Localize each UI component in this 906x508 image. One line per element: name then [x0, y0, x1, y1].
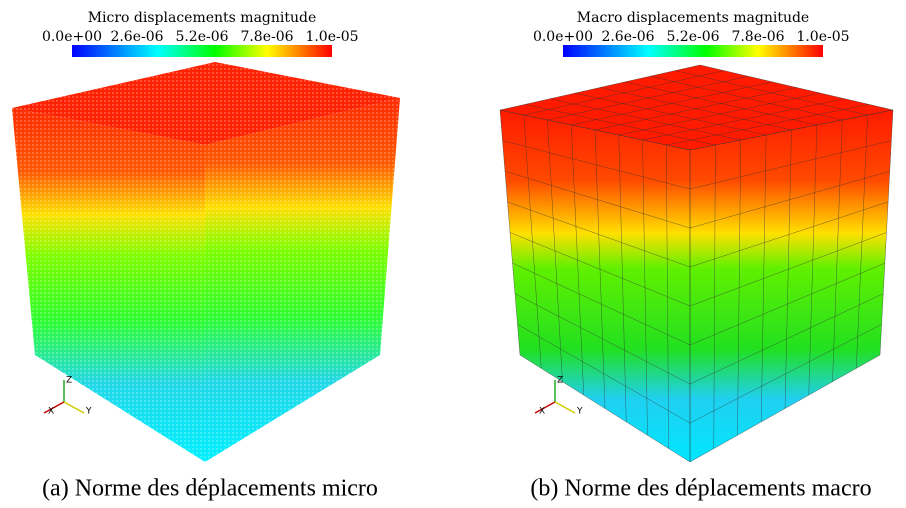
axis-label: Z: [557, 376, 563, 386]
mesh-line: [618, 92, 821, 136]
colorbar-tick-label: 5.2e-06: [175, 29, 228, 45]
caption: (b) Norme des déplacements macro: [530, 476, 871, 502]
colorbar-tick-label: 2.6e-06: [601, 29, 654, 45]
axis-y: [554, 401, 576, 414]
mesh-line: [808, 124, 818, 396]
colorbar: [563, 45, 823, 57]
mesh-line: [879, 109, 894, 356]
mesh-line: [649, 76, 843, 121]
mesh-line: [624, 81, 817, 126]
mesh-line: [642, 98, 845, 141]
axis-x: [534, 401, 556, 414]
mesh-line: [517, 324, 691, 424]
mesh-line: [519, 354, 691, 463]
caption: (a) Norme des déplacements micro: [42, 476, 378, 502]
colorbar-tick-label: 7.8e-06: [731, 29, 784, 45]
mesh-line: [689, 293, 884, 385]
mesh-line: [514, 293, 691, 385]
mesh-line: [512, 262, 691, 346]
mesh-line: [689, 324, 882, 424]
mesh-line: [642, 139, 648, 436]
axis-label: X: [48, 407, 54, 417]
mesh-line: [666, 104, 869, 146]
colorbar-tick-label: 1.0e-05: [305, 29, 358, 45]
panel: Micro displacements magnitude 0.0e+00 2.6e…: [42, 10, 378, 502]
mesh-line: [594, 87, 797, 131]
colorbar-tick-label: 0.0e+00: [42, 29, 102, 45]
axis-label: Y: [85, 407, 92, 417]
mesh-line: [832, 119, 843, 382]
mesh-line: [509, 232, 691, 307]
colorbar-tick-label: 2.6e-06: [110, 29, 163, 45]
panel: Macro displacements magnitude 0.0e+00 2.6e…: [530, 10, 871, 502]
micro-cube: [12, 62, 400, 462]
colorbar-title: Macro displacements magnitude: [577, 10, 809, 26]
top-face: [500, 65, 893, 150]
macro-cube: [499, 64, 894, 463]
colorbar-tick-label: 1.0e-05: [796, 29, 849, 45]
axis-label: X: [539, 407, 545, 417]
mesh-line: [666, 144, 669, 449]
colorbar-tick-label: 7.8e-06: [240, 29, 293, 45]
mesh-line: [674, 70, 868, 116]
axis-label: Y: [576, 407, 583, 417]
axis-label: Z: [66, 376, 72, 386]
axis-y: [63, 401, 85, 414]
mesh-line: [689, 354, 881, 463]
mesh-line: [699, 64, 894, 111]
right-face: [690, 110, 893, 462]
colorbar-title: Micro displacements magnitude: [88, 10, 317, 26]
mesh-line: [689, 232, 887, 307]
axis-x: [43, 401, 65, 414]
colorbar: [72, 45, 332, 57]
mesh-line: [856, 114, 868, 369]
left-face: [500, 110, 690, 462]
colorbar-tick-label: 0.0e+00: [533, 29, 593, 45]
colorbar-tick-label: 5.2e-06: [666, 29, 719, 45]
mesh-line: [689, 262, 885, 346]
mesh-texture: [12, 62, 400, 462]
mesh-line: [618, 134, 627, 422]
